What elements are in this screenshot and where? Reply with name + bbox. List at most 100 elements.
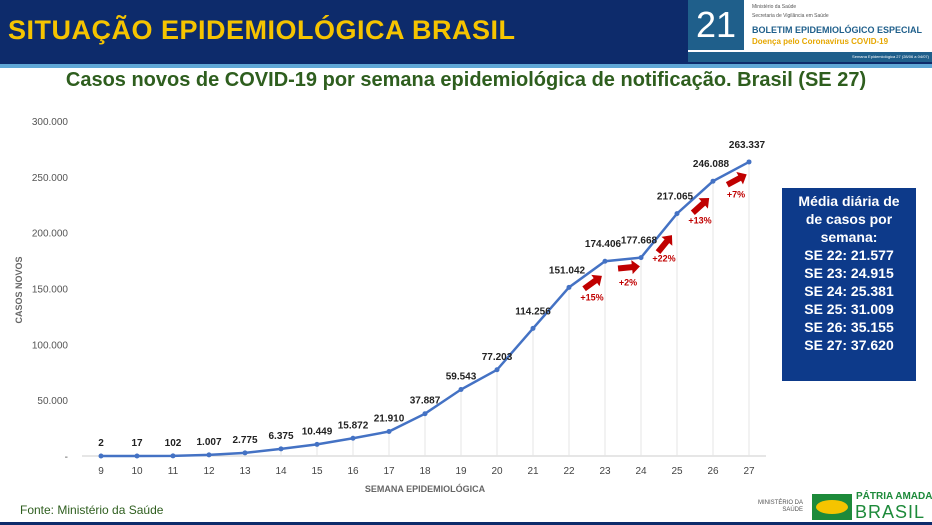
growth-label: +13%: [688, 215, 711, 225]
growth-arrow: [617, 260, 640, 275]
data-label: 2: [98, 438, 104, 449]
growth-arrow: [725, 171, 747, 188]
y-tick-label: 150.000: [32, 285, 69, 296]
ministry-label: Ministério da Saúde: [752, 4, 797, 10]
y-axis-label: CASOS NOVOS: [14, 256, 24, 323]
growth-arrow: [582, 274, 602, 292]
data-point: [710, 178, 716, 184]
x-tick-label: 9: [98, 466, 104, 477]
growth-label: +7%: [727, 190, 745, 200]
data-label: 263.337: [729, 140, 766, 151]
box-title-2: de casos por: [805, 211, 893, 227]
y-tick-label: 300.000: [32, 117, 69, 128]
x-tick-label: 15: [311, 466, 323, 477]
arrow-icon: [655, 235, 673, 255]
data-label: 177.668: [621, 236, 658, 247]
data-label: 77.203: [482, 352, 513, 363]
data-point: [638, 255, 644, 261]
source-note: Fonte: Ministério da Saúde: [20, 503, 164, 517]
growth-arrow: [690, 198, 710, 215]
x-tick-label: 14: [275, 466, 287, 477]
x-tick-label: 20: [491, 466, 503, 477]
box-title-1: Média diária de: [798, 193, 900, 209]
x-tick-label: 13: [239, 466, 251, 477]
box-item: SE 23: 24.915: [804, 265, 894, 281]
x-tick-label: 21: [527, 466, 539, 477]
data-point: [386, 429, 392, 435]
data-label: 59.543: [446, 372, 477, 383]
growth-label: +15%: [580, 292, 603, 302]
slogan: PÁTRIA AMADA: [856, 491, 932, 502]
data-point: [206, 452, 212, 458]
x-axis-label: SEMANA EPIDEMIOLÓGICA: [365, 483, 486, 494]
data-label: 1.007: [196, 437, 221, 448]
x-tick-label: 11: [168, 466, 179, 477]
data-point: [602, 258, 608, 264]
growth-label: +2%: [619, 277, 637, 287]
arrow-icon: [690, 198, 710, 215]
data-point: [746, 159, 752, 165]
chart-title: Casos novos de COVID-19 por semana epide…: [65, 69, 867, 91]
data-label: 114.256: [515, 306, 551, 317]
data-point: [422, 411, 428, 417]
daily-average-box: Média diária de de casos por semana: SE …: [782, 188, 916, 381]
x-tick-label: 25: [671, 466, 683, 477]
data-label: 10.449: [302, 426, 333, 437]
bulletin-number: 21: [688, 0, 744, 50]
ministry-logo-text: MINISTÉRIO DA SAÚDE: [757, 500, 803, 513]
disease-label: Doença pelo Coronavírus COVID-19: [752, 37, 889, 46]
data-point: [134, 453, 140, 459]
data-label: 102: [165, 438, 182, 449]
footer-line: [0, 522, 932, 525]
bulletin-title: BOLETIM EPIDEMIOLÓGICO ESPECIAL: [752, 25, 923, 35]
data-point: [314, 441, 320, 447]
y-tick-label: 200.000: [32, 229, 69, 240]
x-tick-label: 10: [131, 466, 143, 477]
data-label: 246.088: [693, 159, 730, 170]
y-tick-label: 100.000: [32, 340, 69, 351]
x-tick-label: 19: [455, 466, 467, 477]
x-tick-label: 24: [635, 466, 647, 477]
box-item: SE 24: 25.381: [804, 283, 894, 299]
data-point: [350, 435, 356, 441]
data-label: 37.887: [410, 396, 441, 407]
brasil-flag-logo: [812, 494, 852, 520]
secretariat-label: Secretaria de Vigilância em Saúde: [752, 13, 829, 19]
week-label: Semana Epidemiológica 27 (28/06 a 04/07): [688, 52, 932, 62]
data-point: [278, 446, 284, 452]
arrow-icon: [617, 260, 640, 275]
box-item: SE 25: 31.009: [804, 301, 894, 317]
x-tick-label: 16: [347, 466, 359, 477]
data-label: 15.872: [338, 420, 369, 431]
box-title-3: semana:: [820, 229, 878, 245]
box-item: SE 26: 35.155: [804, 319, 894, 335]
growth-arrow: [655, 235, 673, 255]
x-tick-label: 26: [707, 466, 719, 477]
data-label: 217.065: [657, 192, 694, 203]
data-point: [566, 284, 572, 290]
data-label: 17: [131, 438, 143, 449]
y-tick-label: 250.000: [32, 173, 69, 184]
x-tick-label: 23: [599, 466, 611, 477]
x-tick-label: 17: [383, 466, 395, 477]
x-tick-label: 27: [743, 466, 755, 477]
data-label: 21.910: [374, 414, 405, 425]
y-tick-label: 50.000: [37, 396, 68, 407]
growth-label: +22%: [652, 254, 675, 264]
y-tick-label: -: [65, 452, 68, 463]
data-point: [674, 211, 680, 217]
data-point: [242, 450, 248, 456]
data-label: 6.375: [268, 431, 293, 442]
arrow-icon: [725, 171, 747, 188]
data-label: 2.775: [232, 435, 257, 446]
x-tick-label: 12: [203, 466, 215, 477]
data-point: [458, 387, 464, 393]
data-point: [494, 367, 500, 373]
data-label: 174.406: [585, 239, 622, 250]
data-point: [98, 453, 104, 459]
data-point: [170, 453, 176, 459]
data-label: 151.042: [549, 265, 586, 276]
data-point: [530, 325, 536, 331]
box-item: SE 22: 21.577: [804, 247, 894, 263]
